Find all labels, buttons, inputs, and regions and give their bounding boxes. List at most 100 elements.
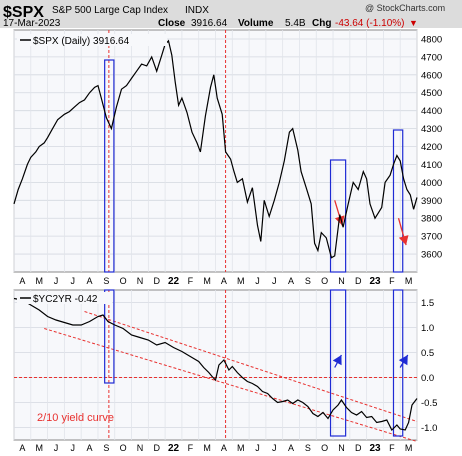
x-tick-label: A: [87, 276, 93, 286]
annotation-arrowhead: [332, 355, 342, 366]
x-tick-label: 23: [369, 443, 381, 454]
change-value: -43.64 (-1.10%): [335, 18, 404, 29]
x-tick-label: A: [221, 443, 227, 453]
y-tick-label: 4100: [421, 160, 442, 171]
x-tick-label: F: [188, 276, 194, 286]
x-tick-label: S: [103, 276, 109, 286]
x-tick-label: J: [255, 276, 260, 286]
x-tick-label: M: [237, 276, 245, 286]
x-tick-label: A: [19, 276, 25, 286]
volume-value: 5.4B: [285, 18, 306, 29]
y-tick-label: 0.0: [421, 373, 434, 384]
price-legend: $SPX (Daily) 3916.64: [33, 36, 130, 47]
x-axis-ticks: A M J J A S O N D 22 F M A M J J A S O N D 23 F M: [19, 276, 412, 287]
x-tick-label: A: [288, 443, 294, 453]
x-tick-label: 23: [369, 276, 381, 287]
x-tick-label: 22: [168, 443, 180, 454]
x-tick-label: S: [305, 443, 311, 453]
x-tick-label: D: [355, 276, 362, 286]
symbol-title: $SPX: [3, 4, 44, 21]
y-tick-label: 1.0: [421, 323, 434, 334]
y-tick-label: 4000: [421, 178, 442, 189]
x-tick-label: N: [137, 443, 144, 453]
yield-panel-drawings: [14, 289, 418, 442]
y-tick-label: 3700: [421, 232, 442, 243]
x-tick-label: O: [321, 276, 328, 286]
series-line: [13, 39, 418, 259]
x-tick-label: S: [103, 443, 109, 453]
highlight-box: [104, 289, 115, 384]
x-tick-label: D: [153, 443, 160, 453]
x-tick-label: M: [405, 276, 413, 286]
chart-date: 17-Mar-2023: [3, 18, 61, 29]
x-tick-label: N: [338, 443, 345, 453]
highlight-box: [104, 59, 115, 273]
x-tick-label: A: [288, 276, 294, 286]
yield-legend: $YC2YR -0.42: [33, 294, 98, 305]
price-panel-drawings: [104, 30, 409, 273]
yield-axis-ticks: -1.0 -0.5 0.0 0.5 1.0 1.5: [421, 298, 437, 434]
x-tick-label: A: [19, 443, 25, 453]
exchange-label: INDX: [185, 5, 209, 16]
y-tick-label: -1.0: [421, 423, 437, 434]
y-tick-label: 0.5: [421, 348, 434, 359]
yield-legend-background: [17, 292, 112, 304]
x-tick-label: F: [389, 276, 395, 286]
x-tick-label: M: [35, 276, 43, 286]
x-tick-label: J: [71, 276, 76, 286]
x-tick-label: J: [255, 443, 260, 453]
y-tick-label: 3800: [421, 214, 442, 225]
x-tick-label: J: [54, 276, 59, 286]
x-tick-label: O: [120, 276, 127, 286]
y-tick-label: 3900: [421, 196, 442, 207]
y-tick-label: 3600: [421, 250, 442, 261]
x-tick-label: S: [305, 276, 311, 286]
x-tick-label: N: [137, 276, 144, 286]
security-name: S&P 500 Large Cap Index: [52, 5, 168, 16]
y-tick-label: 4500: [421, 88, 442, 99]
price-axis-ticks: 3600 3700 3800 3900 4000 4100 4200 4300 4400 4500…: [421, 34, 442, 260]
change-label: Chg: [312, 18, 331, 29]
y-tick-label: 4200: [421, 142, 442, 153]
x-tick-label: J: [272, 276, 277, 286]
change-down-arrow-icon: ▼: [409, 18, 418, 28]
y-tick-label: 1.5: [421, 298, 434, 309]
close-value: 3916.64: [191, 18, 228, 29]
y-tick-label: 4700: [421, 52, 442, 63]
x-tick-label: F: [188, 443, 194, 453]
price-legend-background: [17, 34, 167, 46]
channel-upper-line: [84, 311, 418, 422]
highlight-box: [392, 129, 404, 273]
x-tick-label: M: [35, 443, 43, 453]
x-axis-ticks-bottom: A M J J A S O N D 22 F M A M J J A S O N D 23 F M: [19, 443, 412, 454]
x-tick-label: 22: [168, 276, 180, 287]
yield-curve-annotation: 2/10 yield curve: [37, 412, 114, 424]
stockcharts-watermark: @ StockCharts.com: [365, 3, 445, 13]
close-label: Close: [158, 18, 186, 29]
x-tick-label: J: [54, 443, 59, 453]
x-tick-label: D: [153, 276, 160, 286]
price-panel-grid: [13, 30, 418, 272]
volume-label: Volume: [238, 18, 274, 29]
annotation-arrowhead: [398, 235, 409, 246]
annotation-arrowhead: [398, 355, 408, 366]
chart-header-background: [0, 0, 462, 28]
x-tick-label: M: [203, 443, 211, 453]
x-tick-label: D: [355, 443, 362, 453]
y-tick-label: 4800: [421, 34, 442, 45]
y-tick-label: 4400: [421, 106, 442, 117]
x-tick-label: J: [71, 443, 76, 453]
yield-panel-line: [13, 297, 418, 432]
x-tick-label: M: [405, 443, 413, 453]
x-tick-label: O: [321, 443, 328, 453]
x-tick-label: F: [389, 443, 395, 453]
y-tick-label: 4600: [421, 70, 442, 81]
y-tick-label: -0.5: [421, 398, 437, 409]
x-tick-label: M: [237, 443, 245, 453]
x-tick-label: A: [221, 276, 227, 286]
series-line: [13, 297, 418, 432]
y-tick-label: 4300: [421, 124, 442, 135]
highlight-box: [329, 289, 347, 437]
x-tick-label: N: [338, 276, 345, 286]
